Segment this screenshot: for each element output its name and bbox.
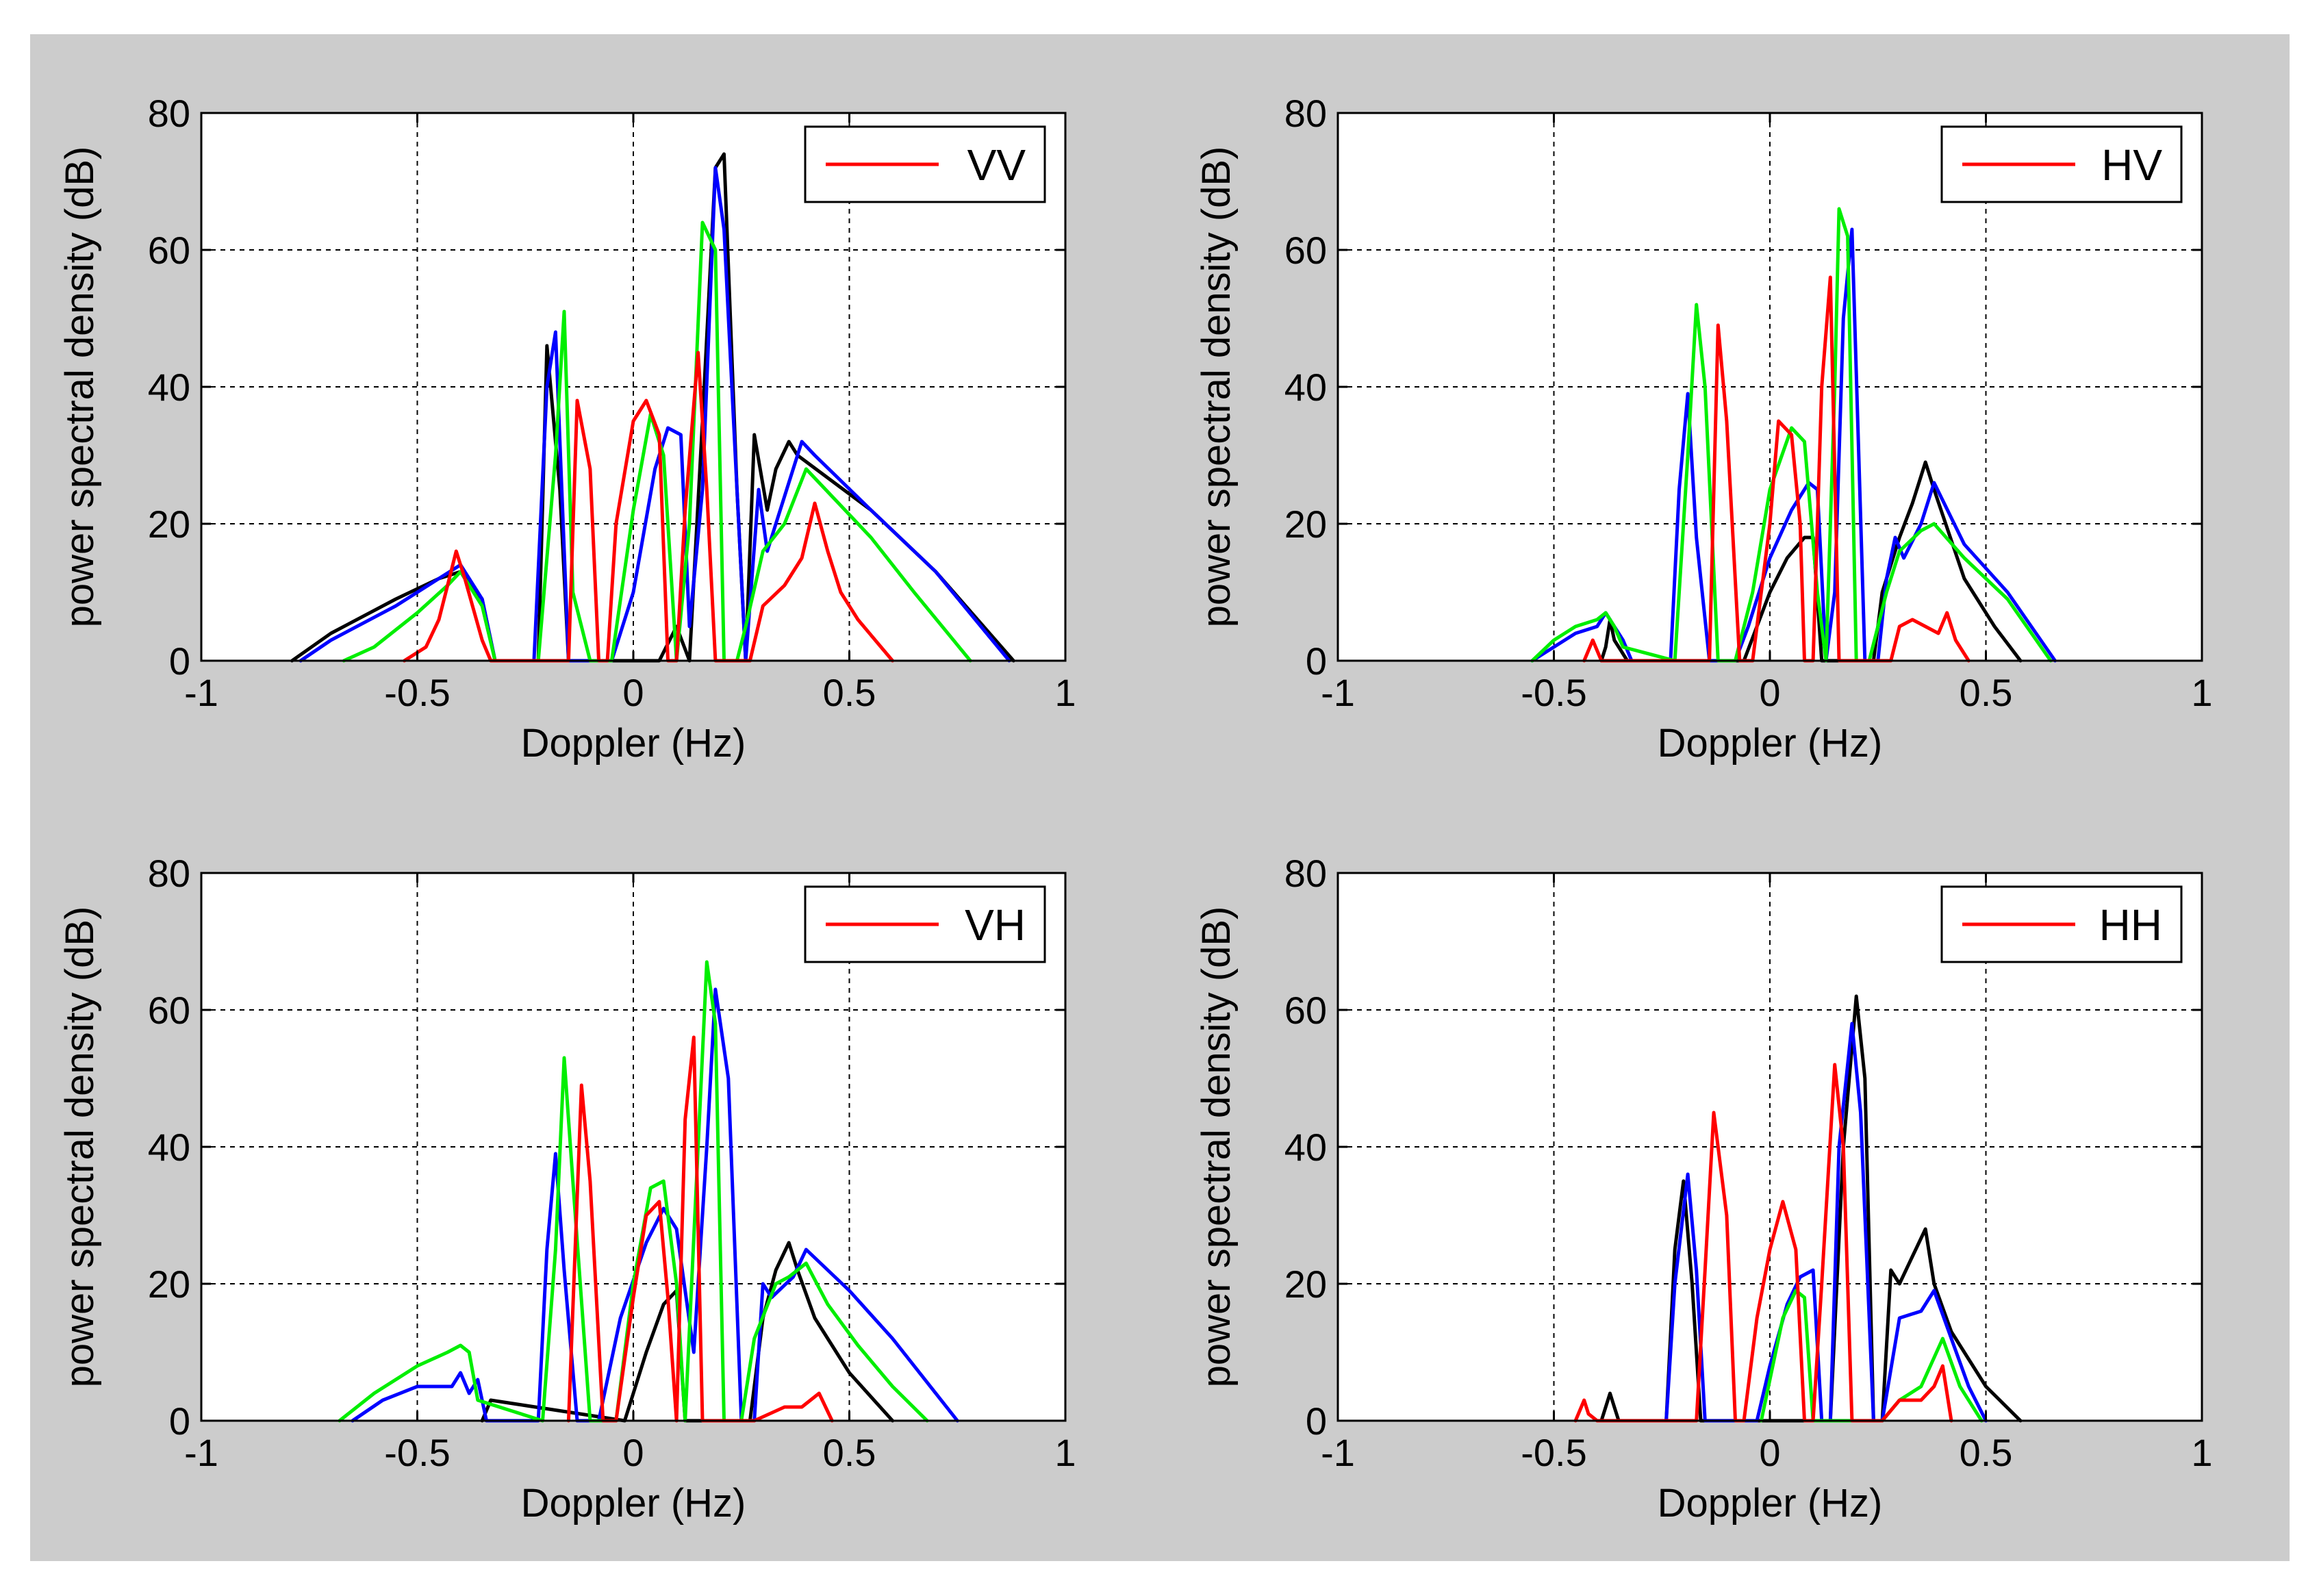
y-axis-label: power spectral density (dB) <box>1194 907 1239 1388</box>
x-axis-label: Doppler (Hz) <box>521 1481 746 1525</box>
x-tick-label: 0 <box>1759 671 1780 714</box>
figure: -1 -0.5 0 0.5 1 0 20 40 60 80 Doppler (Hz) power sp… <box>30 34 2290 1561</box>
x-tick-label: -0.5 <box>1521 671 1587 714</box>
x-tick-label: -0.5 <box>384 671 451 714</box>
y-tick-label: 60 <box>148 229 190 272</box>
y-axis-label: power spectral density (dB) <box>1194 147 1239 628</box>
x-tick-label: 1 <box>1054 671 1076 714</box>
legend-label: VH <box>965 900 1026 950</box>
x-tick-label: 0 <box>622 671 644 714</box>
y-tick-label: 80 <box>148 92 190 135</box>
legend-label: VV <box>967 140 1026 190</box>
y-tick-label: 40 <box>148 366 190 409</box>
y-tick-label: 0 <box>169 1399 190 1443</box>
y-axis-label: power spectral density (dB) <box>58 907 102 1388</box>
x-tick-label: 0.5 <box>1960 671 2013 714</box>
x-tick-label: 1 <box>2191 1431 2212 1474</box>
legend-vh: VH <box>804 885 1046 963</box>
x-tick-label: -1 <box>1321 1431 1355 1474</box>
y-tick-label: 40 <box>1284 366 1327 409</box>
y-tick-label: 20 <box>148 1263 190 1306</box>
x-tick-label: -1 <box>184 671 218 714</box>
y-tick-label: 40 <box>148 1126 190 1169</box>
x-tick-label: -0.5 <box>384 1431 451 1474</box>
series-line-red <box>1573 1063 1953 1423</box>
y-tick-label: 60 <box>148 989 190 1032</box>
panels: -1 -0.5 0 0.5 1 0 20 40 60 80 Doppler (Hz) power sp… <box>58 92 2213 1525</box>
x-tick-label: 0.5 <box>823 1431 876 1474</box>
x-axis-label: Doppler (Hz) <box>521 721 746 765</box>
y-tick-label: 80 <box>1284 92 1327 135</box>
x-tick-label: 0 <box>622 1431 644 1474</box>
x-tick-label: -1 <box>1321 671 1355 714</box>
x-tick-label: 0 <box>1759 1431 1780 1474</box>
y-tick-label: 40 <box>1284 1126 1327 1169</box>
chart-vh: -1 -0.5 0 0.5 1 0 20 40 60 80 Doppler (Hz) power sp… <box>58 852 1076 1525</box>
series-line-blue <box>299 166 1011 663</box>
series-line-black <box>290 152 1015 663</box>
y-tick-label: 0 <box>1306 1399 1327 1443</box>
figure-canvas: -1 -0.5 0 0.5 1 0 20 40 60 80 Doppler (Hz) power sp… <box>30 34 2290 1561</box>
x-tick-label: -0.5 <box>1521 1431 1587 1474</box>
x-tick-label: 1 <box>2191 671 2212 714</box>
y-tick-label: 60 <box>1284 989 1327 1032</box>
y-tick-label: 20 <box>148 503 190 546</box>
y-axis-label: power spectral density (dB) <box>58 147 102 628</box>
chart-hh: -1 -0.5 0 0.5 1 0 20 40 60 80 Doppler (Hz) power sp… <box>1194 852 2213 1525</box>
series-line-green <box>1530 207 2053 663</box>
x-axis-label: Doppler (Hz) <box>1658 1481 1883 1525</box>
chart-vv: -1 -0.5 0 0.5 1 0 20 40 60 80 Doppler (Hz) power sp… <box>58 92 1076 765</box>
x-tick-label: -1 <box>184 1431 218 1474</box>
x-tick-label: 0.5 <box>1960 1431 2013 1474</box>
legend-hh: HH <box>1940 885 2183 963</box>
y-tick-label: 80 <box>1284 852 1327 895</box>
legend-vv: VV <box>804 125 1046 203</box>
x-tick-label: 1 <box>1054 1431 1076 1474</box>
y-tick-label: 20 <box>1284 1263 1327 1306</box>
y-tick-label: 0 <box>169 639 190 683</box>
x-axis-label: Doppler (Hz) <box>1658 721 1883 765</box>
x-tick-label: 0.5 <box>823 671 876 714</box>
legend-label: HH <box>2099 900 2162 950</box>
legend-label: HV <box>2101 140 2162 190</box>
y-tick-label: 80 <box>148 852 190 895</box>
y-tick-label: 0 <box>1306 639 1327 683</box>
legend-hv: HV <box>1940 125 2183 203</box>
series-line-red <box>403 351 895 663</box>
chart-hv: -1 -0.5 0 0.5 1 0 20 40 60 80 Doppler (Hz) power sp… <box>1194 92 2213 765</box>
series-line-green <box>338 960 929 1423</box>
y-tick-label: 20 <box>1284 503 1327 546</box>
y-tick-label: 60 <box>1284 229 1327 272</box>
